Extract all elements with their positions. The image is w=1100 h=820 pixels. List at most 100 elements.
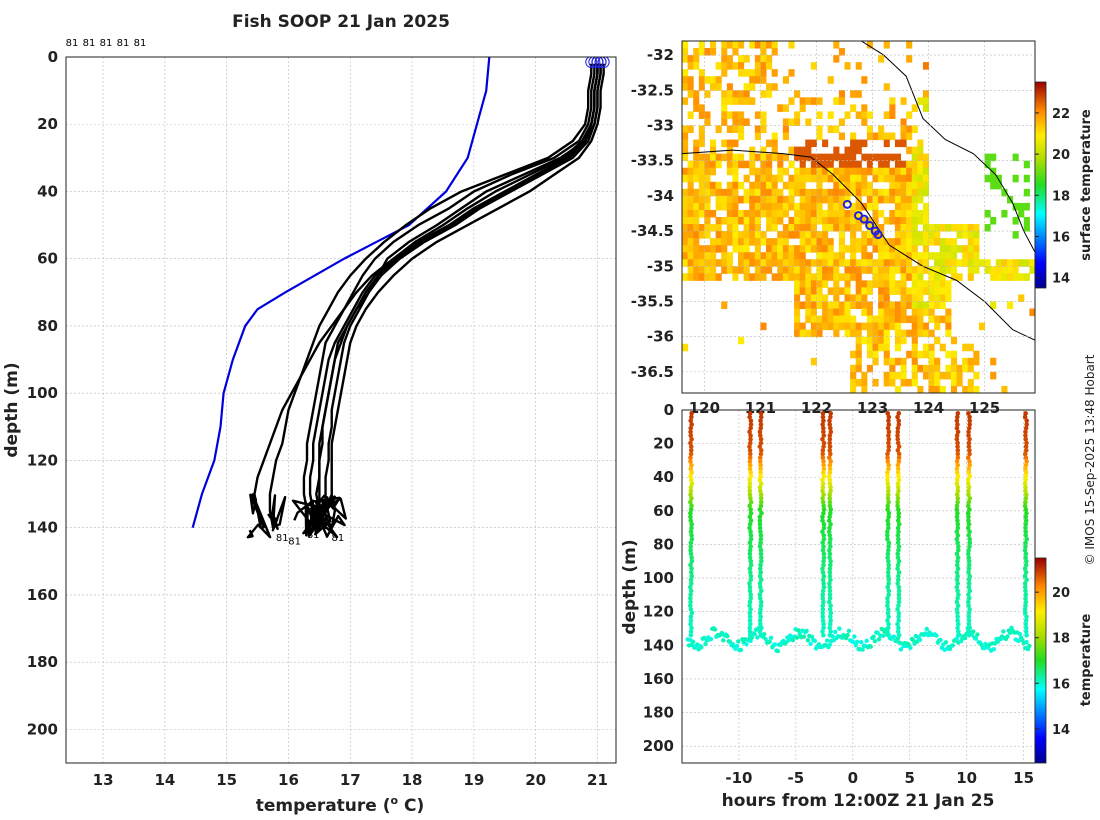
sst-pixel	[704, 195, 711, 204]
sst-pixel	[833, 146, 840, 155]
sst-pixel	[810, 308, 817, 317]
sst-pixel	[805, 308, 812, 317]
sst-pixel	[878, 209, 885, 218]
sst-pixel	[855, 280, 862, 288]
section-dot	[1022, 573, 1028, 579]
section-dot	[886, 577, 892, 583]
sst-pixel	[726, 259, 733, 267]
sst-pixel	[866, 125, 874, 134]
section-dot	[966, 621, 972, 627]
sst-pixel	[833, 315, 840, 324]
sst-pixel	[889, 322, 896, 331]
sst-pixel	[687, 231, 694, 239]
section-dot	[748, 592, 754, 597]
section-dot	[820, 448, 826, 453]
sst-pixel	[906, 195, 913, 204]
sst-pixel	[939, 266, 946, 274]
sst-pixel	[743, 238, 750, 246]
sst-pixel	[805, 224, 812, 232]
sst-pixel	[760, 195, 767, 204]
sst-pixel	[855, 146, 862, 155]
section-dot	[967, 544, 972, 549]
sst-pixel	[682, 343, 689, 352]
sst-pixel	[782, 273, 789, 281]
sst-pixel	[900, 308, 907, 317]
sst-pixel	[794, 217, 801, 225]
sst-pixel	[1029, 266, 1035, 274]
sst-pixel	[788, 118, 795, 126]
sst-pixel	[1006, 266, 1014, 274]
sst-pixel	[799, 153, 806, 162]
sst-pixel	[833, 97, 840, 105]
sst-pixel	[850, 301, 857, 310]
sst-pixel	[704, 259, 711, 267]
sst-pixel	[995, 259, 1002, 267]
map-y-tick-label: -35	[647, 257, 674, 275]
sst-pixel	[838, 259, 845, 267]
sst-pixel	[894, 167, 902, 176]
sst-pixel	[760, 62, 767, 70]
sst-pixel	[743, 245, 750, 253]
section-dot	[886, 514, 891, 520]
sst-pixel	[878, 167, 885, 176]
section-dot	[689, 558, 695, 564]
sst-pixel	[710, 167, 717, 176]
sst-pixel	[721, 48, 728, 56]
sst-pixel	[894, 266, 902, 274]
section-dot	[827, 581, 832, 586]
section-dot	[688, 510, 693, 516]
section-dot	[966, 584, 972, 590]
sst-pixel	[682, 132, 689, 141]
sst-pixel	[794, 153, 801, 162]
sst-pixel	[894, 188, 902, 197]
sst-pixel	[749, 160, 756, 169]
section-dot	[943, 640, 949, 645]
y-axis-label: depth (m)	[2, 362, 22, 457]
sst-pixel	[850, 371, 857, 380]
sst-pixel	[749, 224, 756, 232]
section-dot	[827, 466, 833, 472]
section-dot	[954, 470, 960, 475]
section-dot	[1023, 429, 1028, 435]
sst-pixel	[721, 104, 728, 112]
sst-pixel	[715, 181, 722, 190]
profile-line	[309, 63, 602, 539]
sst-pixel	[950, 350, 958, 359]
section-dot	[827, 451, 833, 457]
sst-pixel	[878, 315, 885, 324]
colorbar-tick-label: 20	[1052, 148, 1070, 163]
section-dot	[689, 533, 694, 538]
section-dot	[895, 540, 901, 546]
section-dot	[758, 621, 763, 627]
section-dot	[845, 632, 850, 638]
sst-pixel	[726, 252, 733, 260]
sst-pixel	[698, 104, 705, 112]
sst-pixel	[788, 146, 795, 155]
section-dot	[688, 551, 694, 557]
section-dot	[886, 440, 891, 446]
sst-pixel	[732, 245, 739, 253]
sst-pixel	[934, 252, 941, 260]
sst-pixel	[715, 238, 722, 246]
section-dot	[1022, 581, 1028, 586]
sst-pixel	[950, 273, 958, 281]
sst-pixel	[799, 174, 806, 183]
sst-pixel	[956, 364, 963, 373]
sst-pixel	[732, 62, 739, 70]
section-dot	[895, 566, 900, 571]
sst-pixel	[794, 315, 801, 324]
sst-pixel	[850, 139, 857, 148]
map-y-tick-label: -34	[647, 187, 674, 205]
section-dot	[966, 547, 971, 553]
sst-pixel	[788, 245, 795, 253]
section-dot	[896, 507, 901, 512]
sst-pixel	[917, 329, 924, 338]
sst-pixel	[967, 266, 974, 274]
section-dot	[748, 536, 754, 542]
section-dot	[924, 626, 930, 632]
sst-pixel	[704, 224, 711, 232]
sst-pixel	[906, 266, 913, 274]
section-dot	[688, 433, 694, 438]
sst-pixel	[771, 259, 778, 267]
sst-pixel	[911, 280, 918, 288]
